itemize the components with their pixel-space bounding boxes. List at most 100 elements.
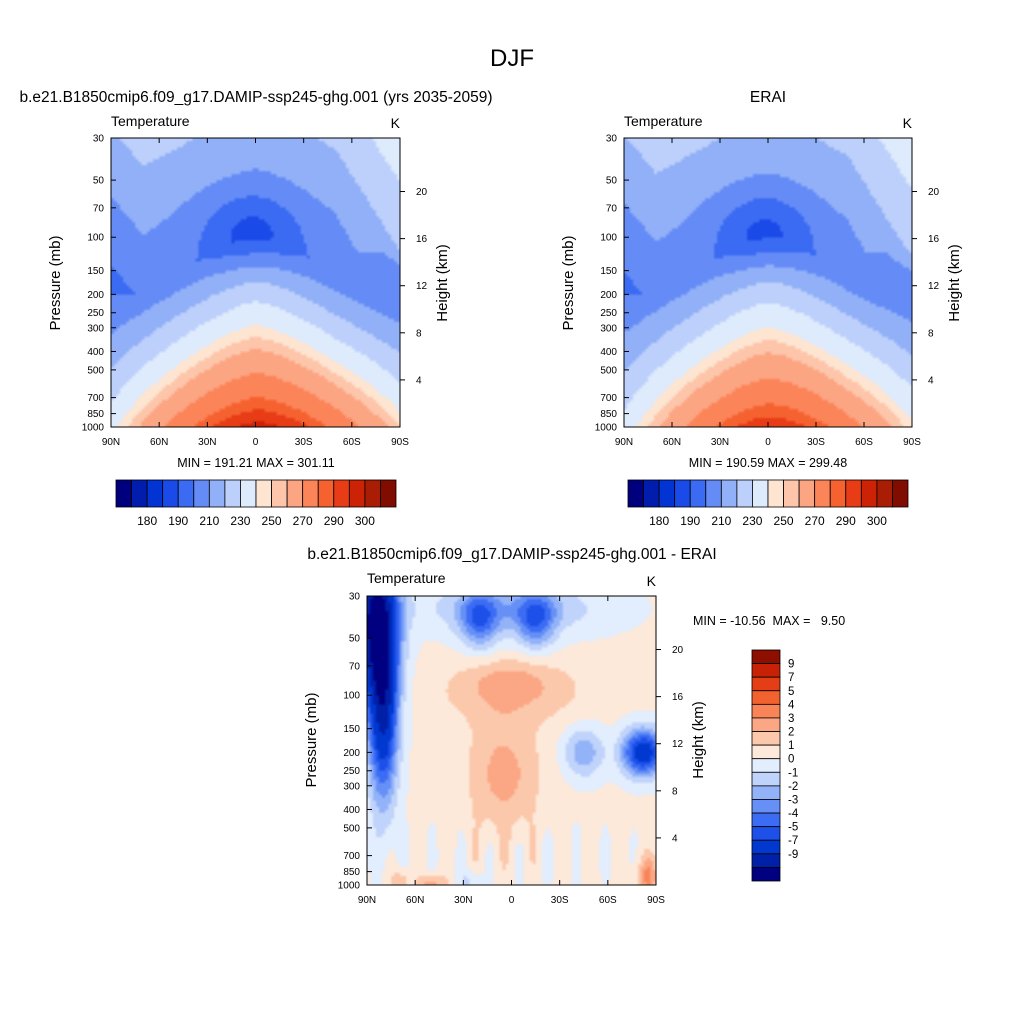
colorbar-swatch (751, 771, 781, 787)
y-tick-label: 850 (87, 409, 104, 420)
colorbar-label: 300 (355, 514, 375, 528)
panel-left-label: Temperature (111, 113, 190, 129)
y-axis-right-label: Height (km) (690, 701, 707, 779)
y-right-tick-label: 8 (672, 786, 678, 797)
y-tick-label: 250 (343, 766, 360, 777)
figure-title: DJF (490, 45, 534, 72)
colorbar-label: 270 (805, 514, 825, 528)
colorbar-swatch (193, 479, 210, 508)
y-tick-label: 700 (87, 393, 104, 404)
y-right-tick-label: 4 (416, 375, 422, 386)
y-right-tick-label: 16 (416, 234, 428, 245)
y-right-tick-label: 8 (416, 328, 422, 339)
y-tick-label: 400 (600, 347, 617, 358)
stats-text: MIN = -10.56 MAX = 9.50 (693, 614, 845, 628)
colorbar-swatch (829, 479, 847, 508)
y-tick-label: 200 (87, 290, 104, 301)
colorbar-label: 290 (836, 514, 856, 528)
colorbar-swatch (751, 785, 781, 800)
colorbar-swatch (751, 853, 781, 868)
colorbar-swatch (658, 479, 676, 508)
colorbar-swatch (224, 479, 241, 508)
y-tick-label: 30 (349, 592, 361, 603)
colorbar-swatch (720, 479, 738, 508)
colorbar-swatch (892, 479, 909, 508)
colorbar-swatch (317, 479, 335, 508)
colorbar-swatch (705, 479, 722, 508)
colorbar-swatch (146, 479, 164, 508)
y-tick-label: 100 (87, 233, 104, 244)
y-right-tick-label: 16 (672, 692, 684, 703)
x-tick-label: 30N (198, 437, 216, 448)
colorbar-label: 3 (788, 713, 794, 725)
colorbar-label: 270 (293, 514, 313, 528)
panel-title: b.e21.B1850cmip6.f09_g17.DAMIP-ssp245-gh… (19, 89, 492, 106)
y-tick-label: 500 (600, 365, 617, 376)
colorbar-swatch (751, 867, 781, 882)
colorbar-label: 0 (788, 754, 794, 766)
x-tick-label: 30N (711, 437, 729, 448)
panel-model: b.e21.B1850cmip6.f09_g17.DAMIP-ssp245-gh… (19, 89, 492, 528)
y-tick-label: 850 (343, 867, 360, 878)
y-axis-right-label: Height (km) (434, 244, 451, 322)
y-tick-label: 30 (93, 134, 105, 145)
colorbar-swatch (767, 479, 784, 508)
heatmap-field (367, 596, 656, 885)
y-right-tick-label: 20 (672, 645, 684, 656)
colorbar-label: 210 (199, 514, 219, 528)
colorbar: 97 54 3 21 0-1 -2-3 -4 -5-7 -9 (751, 649, 799, 882)
y-tick-label: 50 (349, 634, 361, 645)
y-axis-right-label: Height (km) (946, 244, 963, 322)
colorbar-label: -9 (788, 849, 798, 861)
y-right-tick-label: 12 (672, 739, 684, 750)
y-right-tick-label: 16 (928, 234, 940, 245)
heatmap-field (624, 138, 912, 427)
colorbar-swatch (162, 479, 179, 508)
colorbar-swatch (751, 812, 781, 828)
colorbar-swatch (876, 479, 893, 508)
colorbar-label: -4 (788, 808, 799, 820)
y-tick-label: 500 (343, 823, 360, 834)
y-tick-label: 70 (606, 203, 618, 214)
colorbar-label: -2 (788, 781, 798, 793)
colorbar-swatch (751, 839, 781, 855)
colorbar-swatch (208, 479, 226, 508)
colorbar-swatch (845, 479, 862, 508)
colorbar-swatch (751, 758, 781, 773)
colorbar-label: 2 (788, 727, 794, 739)
colorbar-swatch (860, 479, 878, 508)
y-right-tick-label: 8 (928, 328, 934, 339)
y-right-tick-label: 12 (416, 281, 428, 292)
colorbar-swatch (177, 479, 195, 508)
x-tick-label: 30S (807, 437, 825, 448)
colorbar-swatch (364, 479, 381, 508)
colorbar-label: 250 (262, 514, 282, 528)
colorbar-swatch (255, 479, 272, 508)
y-tick-label: 700 (600, 393, 617, 404)
colorbar-label: 7 (788, 672, 794, 684)
colorbar-label: 250 (774, 514, 794, 528)
y-tick-label: 300 (600, 323, 617, 334)
x-tick-label: 90S (647, 895, 665, 906)
panel-difference: b.e21.B1850cmip6.f09_g17.DAMIP-ssp245-gh… (303, 546, 845, 906)
panel-right-label: K (647, 573, 657, 589)
heatmap-plot: 90N 60N 30N 0 30S 60S 90S 30 50 70 100 150 200 250 300… (338, 592, 684, 907)
y-axis-label: Pressure (mb) (47, 235, 64, 330)
colorbar-swatch (751, 731, 781, 746)
x-tick-label: 0 (509, 895, 515, 906)
colorbar-label: 180 (649, 514, 669, 528)
y-tick-label: 50 (93, 176, 105, 187)
stats-text: MIN = 190.59 MAX = 299.48 (689, 456, 847, 470)
colorbar: 180 190 210 230 250 270 290 300 (115, 479, 397, 528)
panel-title: ERAI (750, 89, 786, 106)
x-tick-label: 0 (765, 437, 771, 448)
y-tick-label: 400 (343, 805, 360, 816)
y-tick-label: 50 (606, 176, 618, 187)
colorbar-label: -7 (788, 835, 798, 847)
colorbar-swatch (333, 479, 350, 508)
colorbar-swatch (627, 479, 644, 508)
heatmap-plot: 90N 60N 30N 0 30S 60S 90S 30 50 70 100 150 200 250 300… (595, 134, 940, 449)
colorbar-label: 5 (788, 686, 794, 698)
x-tick-label: 30S (295, 437, 313, 448)
colorbar-swatch (643, 479, 660, 508)
